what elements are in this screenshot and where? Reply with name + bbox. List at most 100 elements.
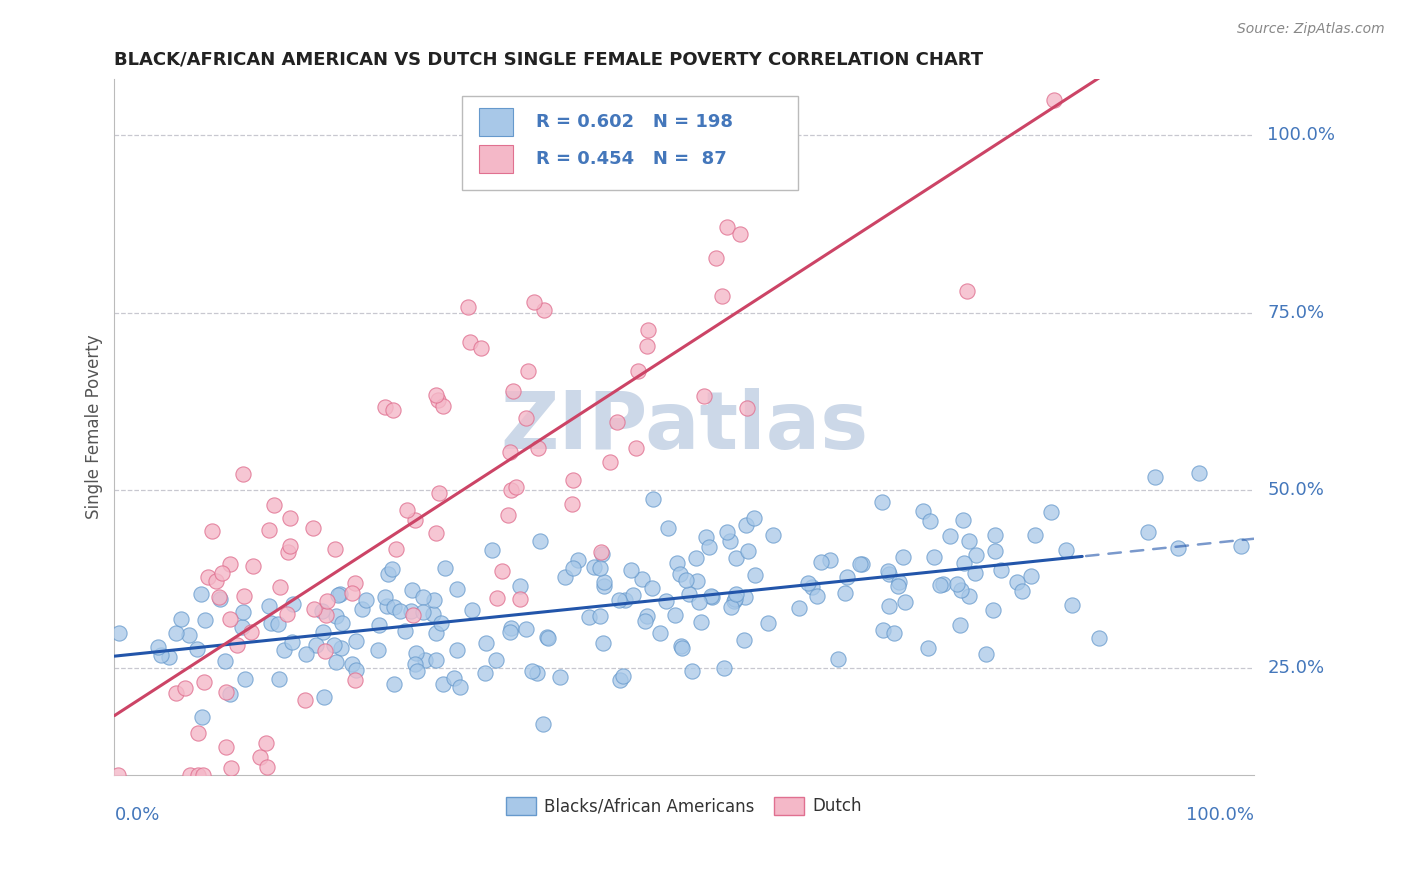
Point (606, 415, 628, 429)
Point (724, 587, 747, 601)
Point (641, 582, 664, 596)
Point (567, 552, 589, 566)
Point (609, 673, 631, 687)
Point (305, 638, 328, 652)
Point (295, 648, 318, 662)
Text: 100.0%: 100.0% (1267, 127, 1336, 145)
Point (1011, 584, 1033, 599)
Point (256, 759, 278, 773)
Point (1039, 505, 1062, 519)
Point (704, 252, 727, 266)
Point (157, 650, 180, 665)
Point (377, 567, 399, 582)
Point (655, 593, 678, 607)
Point (385, 542, 408, 557)
Point (932, 576, 955, 591)
Point (427, 392, 450, 407)
Point (526, 666, 548, 681)
Point (669, 639, 692, 653)
Point (724, 591, 747, 606)
Point (208, 591, 231, 606)
Point (945, 577, 967, 591)
Point (340, 586, 363, 600)
Text: BLACK/AFRICAN AMERICAN VS DUTCH SINGLE FEMALE POVERTY CORRELATION CHART: BLACK/AFRICAN AMERICAN VS DUTCH SINGLE F… (114, 51, 984, 69)
Point (1005, 575, 1028, 590)
Point (787, 601, 810, 615)
Point (917, 640, 939, 655)
Point (599, 455, 621, 469)
Point (273, 642, 295, 657)
Point (278, 511, 301, 525)
Point (827, 652, 849, 666)
Point (187, 767, 209, 781)
Point (496, 508, 519, 523)
Point (592, 636, 614, 650)
Point (278, 540, 301, 554)
Point (330, 641, 353, 656)
Point (744, 567, 766, 582)
Point (527, 441, 550, 455)
Point (458, 335, 481, 350)
FancyBboxPatch shape (479, 145, 513, 172)
Point (194, 613, 217, 627)
Text: ZIPatlas: ZIPatlas (501, 387, 868, 466)
Point (491, 564, 513, 578)
Point (443, 671, 465, 685)
Point (593, 579, 616, 593)
Point (554, 570, 576, 584)
Point (461, 602, 484, 616)
Point (394, 624, 416, 638)
Point (395, 502, 418, 516)
Point (665, 556, 688, 570)
Point (693, 389, 716, 403)
Point (593, 575, 616, 590)
Point (352, 602, 374, 616)
Point (329, 587, 352, 601)
Point (537, 632, 560, 646)
Point (627, 363, 650, 377)
Point (700, 590, 723, 604)
Point (231, 619, 253, 633)
Point (621, 588, 644, 602)
Text: 100.0%: 100.0% (1185, 805, 1254, 824)
Point (607, 592, 630, 607)
Point (681, 664, 703, 678)
Point (562, 561, 585, 575)
Point (872, 624, 894, 638)
Point (591, 545, 613, 559)
Point (612, 669, 634, 683)
Text: R = 0.454   N =  87: R = 0.454 N = 87 (536, 150, 727, 168)
Point (197, 570, 219, 584)
Point (330, 615, 353, 630)
Text: 25.0%: 25.0% (1267, 659, 1324, 677)
Point (637, 323, 659, 337)
Point (219, 687, 242, 701)
Point (657, 521, 679, 535)
Point (429, 485, 451, 500)
Point (922, 550, 945, 565)
Point (669, 566, 692, 581)
Point (382, 600, 405, 615)
Point (201, 524, 224, 538)
Point (886, 579, 908, 593)
Point (215, 739, 238, 754)
Point (239, 624, 262, 639)
Point (382, 677, 405, 691)
Point (432, 677, 454, 691)
Point (388, 604, 411, 618)
Point (589, 608, 612, 623)
Point (226, 639, 249, 653)
Point (374, 590, 396, 604)
Point (626, 441, 648, 455)
Point (382, 403, 405, 417)
Point (851, 557, 873, 571)
Point (312, 690, 335, 705)
Point (697, 541, 720, 555)
Point (724, 551, 747, 566)
Point (208, 590, 231, 604)
Point (402, 607, 425, 622)
Point (169, 612, 191, 626)
Point (294, 693, 316, 707)
Point (354, 593, 377, 607)
Point (425, 387, 447, 401)
